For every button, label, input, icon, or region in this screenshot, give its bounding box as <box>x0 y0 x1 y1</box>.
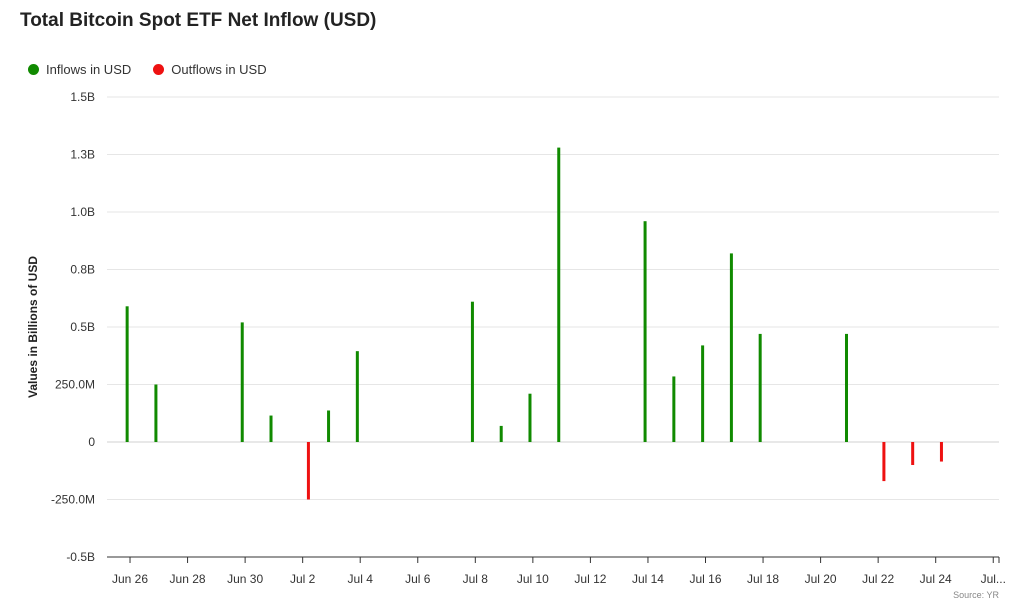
inflow-bar-14[interactable] <box>758 333 762 442</box>
legend-outflows-label: Outflows in USD <box>171 62 267 77</box>
x-tick-label: Jul 24 <box>920 572 952 586</box>
inflow-bar-4[interactable] <box>327 410 331 442</box>
inflow-bar-7[interactable] <box>499 425 503 442</box>
inflow-bar-0[interactable] <box>125 306 129 442</box>
inflow-bar-8[interactable] <box>528 393 532 442</box>
y-tick-label: 1.3B <box>70 148 95 162</box>
inflow-bar-10[interactable] <box>643 221 647 442</box>
y-tick-label: 0.5B <box>70 320 95 334</box>
x-tick-label: Jul... <box>981 572 1006 586</box>
x-tick-label: Jun 26 <box>112 572 148 586</box>
inflow-bar-1[interactable] <box>154 384 158 443</box>
legend-outflows-dot <box>153 64 165 75</box>
legend-item-outflows[interactable]: Outflows in USD <box>153 62 267 77</box>
outflow-bar-3[interactable] <box>939 442 943 462</box>
legend-item-inflows[interactable]: Inflows in USD <box>28 62 131 77</box>
y-tick-label: -0.5B <box>66 550 95 564</box>
outflow-bar-1[interactable] <box>882 442 886 482</box>
inflow-bar-2[interactable] <box>240 322 244 442</box>
chart-title: Total Bitcoin Spot ETF Net Inflow (USD) <box>20 10 377 31</box>
y-tick-label: 0 <box>88 435 95 449</box>
y-tick-label: 250.0M <box>55 378 95 392</box>
inflow-bar-5[interactable] <box>355 351 359 442</box>
legend-inflows-dot <box>28 64 39 75</box>
x-tick-label: Jul 6 <box>405 572 431 586</box>
x-tick-label: Jul 2 <box>290 572 316 586</box>
x-tick-label: Jul 20 <box>805 572 837 586</box>
x-tick-label: Jul 8 <box>463 572 489 586</box>
source-note: Source: YR <box>953 590 999 600</box>
inflow-bar-3[interactable] <box>269 415 273 442</box>
x-tick-label: Jul 10 <box>517 572 549 586</box>
inflow-bar-9[interactable] <box>557 147 561 442</box>
x-tick-label: Jul 4 <box>348 572 374 586</box>
x-tick-label: Jul 16 <box>689 572 721 586</box>
inflow-bar-13[interactable] <box>729 253 733 442</box>
y-tick-label: 0.8B <box>70 263 95 277</box>
y-tick-label: -250.0M <box>51 493 95 507</box>
inflow-bar-6[interactable] <box>470 301 474 442</box>
legend: Inflows in USD Outflows in USD <box>28 62 267 77</box>
y-tick-label: 1.0B <box>70 205 95 219</box>
x-tick-label: Jul 18 <box>747 572 779 586</box>
inflow-bar-15[interactable] <box>844 333 848 442</box>
x-tick-label: Jun 28 <box>170 572 206 586</box>
x-tick-label: Jul 22 <box>862 572 894 586</box>
bars <box>125 147 943 500</box>
y-tick-labels: 1.5B 1.3B 1.0B 0.8B 0.5B 250.0M 0 -250.0M -0.5B <box>51 90 95 564</box>
inflow-bar-12[interactable] <box>701 345 705 442</box>
outflow-bar-0[interactable] <box>306 442 310 500</box>
outflow-bar-2[interactable] <box>911 442 915 465</box>
x-tick-label: Jul 14 <box>632 572 664 586</box>
grid-layer <box>107 96 999 500</box>
y-axis-label: Values in Billions of USD <box>26 256 40 398</box>
y-tick-label: 1.5B <box>70 90 95 104</box>
legend-inflows-label: Inflows in USD <box>46 62 132 77</box>
x-tick-label: Jul 12 <box>574 572 606 586</box>
x-tick-label: Jun 30 <box>227 572 263 586</box>
inflow-bar-11[interactable] <box>672 376 676 442</box>
x-axis: Jun 26 Jun 28 Jun 30 Jul 2 Jul 4 Jul 6 Jul 8 Ju… <box>107 556 1006 586</box>
